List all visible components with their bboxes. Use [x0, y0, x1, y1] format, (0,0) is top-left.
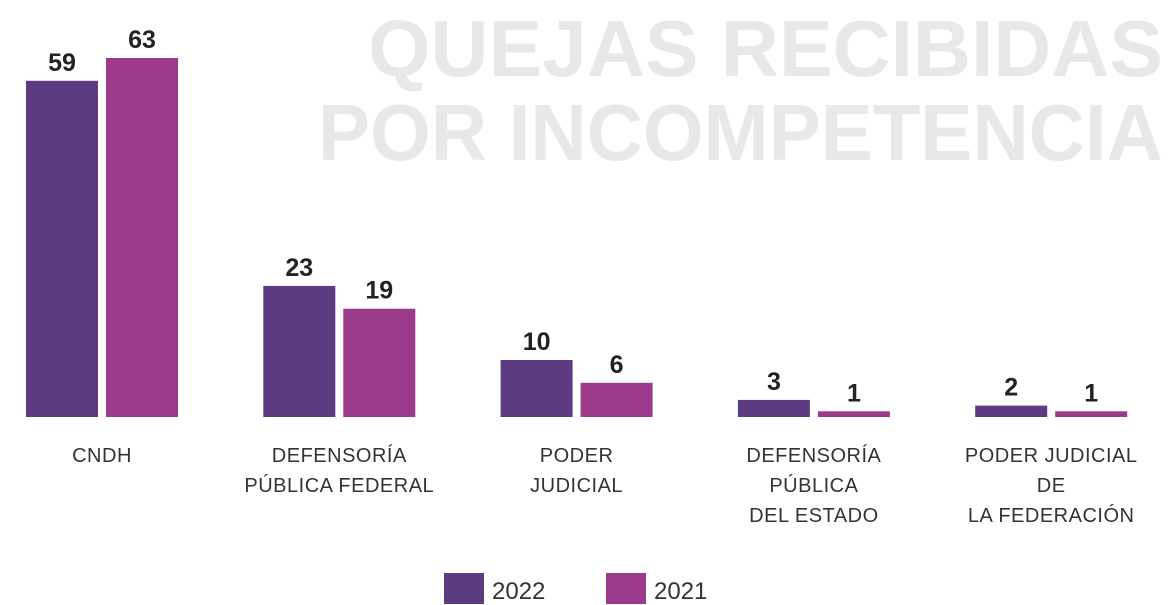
- legend-label: 2021: [654, 578, 707, 605]
- bar: [975, 405, 1048, 417]
- data-label: 59: [48, 49, 76, 77]
- chart-title: POR INCOMPETENCIA: [318, 88, 1163, 177]
- bar: [1055, 411, 1128, 417]
- bar: [737, 399, 810, 417]
- data-label: 6: [610, 351, 624, 379]
- data-label: 19: [365, 277, 393, 305]
- data-label: 2: [1004, 374, 1018, 402]
- legend-swatch: [606, 573, 646, 604]
- data-label: 23: [285, 254, 313, 282]
- data-label: 3: [767, 368, 781, 396]
- bar: [580, 382, 653, 417]
- x-tick-label: PÚBLICA: [769, 474, 858, 497]
- bar: [263, 285, 336, 417]
- legend-swatch: [444, 573, 484, 604]
- x-tick-label: DEFENSORÍA: [272, 444, 407, 467]
- bar: [106, 58, 178, 417]
- x-tick-label: DEFENSORÍA: [746, 444, 881, 467]
- chart-title: QUEJAS RECIBIDAS: [368, 4, 1163, 93]
- bar: [343, 308, 416, 417]
- x-tick-label: PODER JUDICIAL: [965, 445, 1138, 467]
- legend-label: 2022: [492, 578, 545, 605]
- data-label: 1: [847, 379, 861, 407]
- data-label: 1: [1084, 379, 1098, 407]
- data-label: 10: [523, 328, 551, 356]
- bar: [500, 360, 573, 417]
- x-tick-label: PÚBLICA FEDERAL: [244, 474, 434, 497]
- data-label: 63: [128, 26, 156, 54]
- bar: [817, 411, 890, 417]
- x-tick-label: LA FEDERACIÓN: [968, 504, 1135, 527]
- x-tick-label: DEL ESTADO: [749, 505, 878, 527]
- bar: [26, 80, 98, 418]
- x-tick-label: PODER: [540, 445, 614, 467]
- x-tick-label: DE: [1037, 475, 1066, 497]
- x-tick-label: JUDICIAL: [530, 475, 623, 497]
- x-tick-label: CNDH: [72, 445, 132, 467]
